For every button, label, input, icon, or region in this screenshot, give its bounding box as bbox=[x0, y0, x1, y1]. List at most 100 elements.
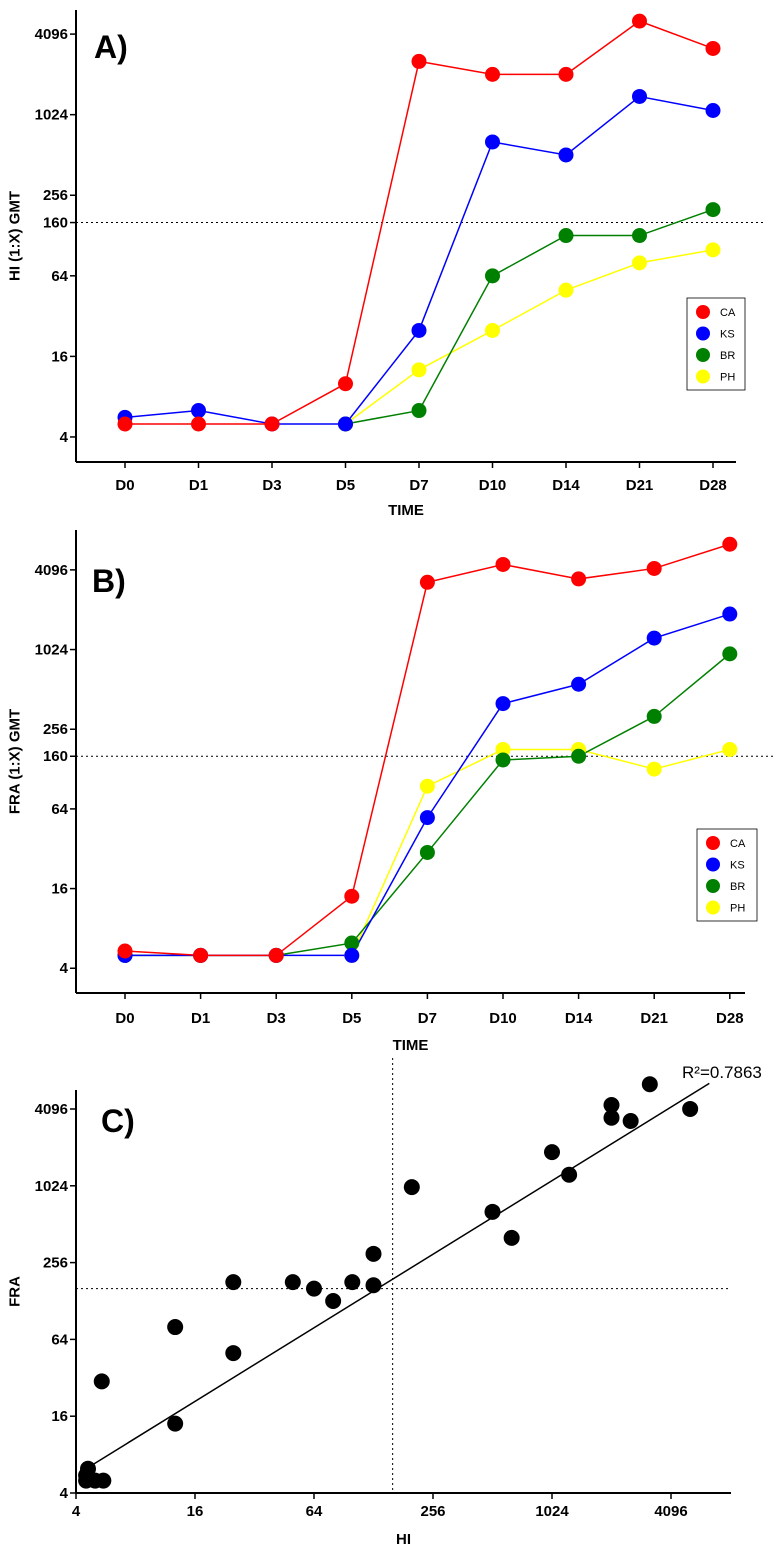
x-tick-label: D10 bbox=[489, 1010, 517, 1027]
y-tick-label: 1024 bbox=[35, 642, 69, 659]
data-point-ca bbox=[632, 13, 647, 29]
scatter-point bbox=[325, 1293, 342, 1309]
y-tick-label: 4 bbox=[60, 1485, 69, 1502]
x-tick-label: D7 bbox=[409, 477, 428, 494]
series-line-ph bbox=[351, 748, 730, 956]
legend-label: CA bbox=[730, 838, 746, 850]
y-axis-title: HI (1:X) GMT bbox=[7, 191, 24, 281]
x-tick-label: 4096 bbox=[654, 1503, 687, 1520]
series-line-ph bbox=[345, 249, 714, 425]
scatter-point bbox=[682, 1100, 699, 1117]
scatter-point bbox=[167, 1415, 184, 1432]
panel-b: 4 16 64 160 256 1024 4096 D0 D1 D3 D5 D7 D10 D14 D21 D2… bbox=[7, 530, 776, 1054]
scatter-point bbox=[284, 1274, 301, 1291]
data-point-ca bbox=[268, 947, 284, 963]
data-point-ca bbox=[264, 416, 280, 432]
data-point-ks bbox=[646, 630, 662, 646]
scatter-point bbox=[93, 1373, 110, 1390]
scatter-point bbox=[225, 1345, 242, 1362]
data-point-ca bbox=[117, 416, 133, 432]
data-point-ks bbox=[705, 103, 721, 119]
scatter-point bbox=[95, 1472, 112, 1489]
legend-label: BR bbox=[720, 350, 735, 362]
data-point-ks bbox=[558, 147, 574, 163]
data-point-br bbox=[632, 228, 647, 244]
data-point-br bbox=[705, 202, 721, 218]
data-point-ks bbox=[722, 606, 738, 622]
data-point-ks bbox=[191, 403, 206, 419]
data-point-ks bbox=[338, 416, 353, 432]
scatter-point bbox=[603, 1097, 620, 1114]
x-tick-label: D5 bbox=[342, 1010, 361, 1027]
x-axis-title: TIME bbox=[393, 1037, 429, 1054]
scatter-point bbox=[306, 1280, 322, 1297]
legend-label: BR bbox=[730, 881, 745, 893]
scatter-point bbox=[484, 1203, 501, 1220]
data-point-ks bbox=[485, 134, 500, 150]
data-point-ca bbox=[571, 571, 587, 587]
y-tick-label: 64 bbox=[51, 801, 68, 818]
scatter-point bbox=[365, 1277, 382, 1294]
data-point-ph bbox=[705, 242, 721, 258]
data-point-br bbox=[344, 935, 360, 951]
x-tick-label: D5 bbox=[336, 477, 355, 494]
data-point-ph bbox=[495, 741, 511, 757]
x-tick-label: D28 bbox=[699, 477, 727, 494]
y-tick-label: 4096 bbox=[35, 26, 68, 43]
x-tick-label: D10 bbox=[479, 477, 507, 494]
data-point-ca bbox=[646, 560, 662, 576]
data-point-ks bbox=[571, 676, 587, 692]
data-point-ks bbox=[411, 322, 427, 338]
y-tick-label: 160 bbox=[43, 748, 68, 765]
data-point-br bbox=[571, 748, 587, 764]
data-point-ca bbox=[485, 66, 500, 82]
data-point-ca bbox=[495, 556, 511, 572]
scatter-point bbox=[79, 1460, 96, 1477]
scatter-point bbox=[561, 1166, 578, 1183]
y-tick-label: 256 bbox=[43, 187, 68, 204]
data-point-ph bbox=[485, 322, 500, 338]
y-tick-label: 256 bbox=[43, 721, 68, 738]
panel-a: 4 16 64 160 256 1024 4096 D0 D1 D3 D5 D7 D10 D14 D21 D2… bbox=[7, 10, 766, 519]
legend-marker bbox=[696, 369, 710, 384]
x-tick-label: D3 bbox=[267, 1010, 286, 1027]
data-point-ca bbox=[344, 888, 360, 904]
y-tick-label: 4096 bbox=[35, 562, 68, 579]
data-point-ks bbox=[419, 810, 435, 826]
legend-label: KS bbox=[720, 329, 735, 341]
panel-label: A) bbox=[94, 29, 128, 65]
data-point-ks bbox=[632, 88, 647, 104]
y-tick-label: 4 bbox=[60, 429, 69, 446]
x-tick-label: 16 bbox=[187, 1503, 204, 1520]
legend-marker bbox=[696, 326, 710, 341]
data-point-ca bbox=[411, 53, 427, 69]
x-tick-label: D21 bbox=[640, 1010, 668, 1027]
legend-box bbox=[686, 297, 746, 391]
scatter-point bbox=[167, 1319, 184, 1336]
y-axis-title: FRA bbox=[7, 1276, 24, 1307]
data-point-ph bbox=[646, 761, 662, 777]
y-tick-label: 16 bbox=[51, 881, 68, 898]
data-point-ca bbox=[193, 947, 209, 963]
x-axis-title: TIME bbox=[388, 502, 424, 519]
data-point-br bbox=[419, 844, 435, 860]
legend-marker bbox=[706, 857, 720, 872]
x-axis-title: HI bbox=[396, 1531, 411, 1548]
y-tick-label: 160 bbox=[43, 215, 68, 232]
scatter-point bbox=[622, 1112, 639, 1129]
data-point-ca bbox=[191, 416, 206, 432]
scatter-point bbox=[503, 1229, 520, 1246]
y-tick-label: 64 bbox=[51, 1331, 68, 1348]
scatter-point bbox=[344, 1274, 361, 1291]
legend-label: PH bbox=[730, 903, 745, 915]
x-tick-label: D7 bbox=[418, 1010, 437, 1027]
x-tick-label: 256 bbox=[420, 1503, 445, 1520]
legend-box bbox=[696, 828, 758, 922]
data-point-br bbox=[411, 403, 427, 419]
legend-marker bbox=[706, 836, 720, 850]
y-tick-label: 4096 bbox=[35, 1101, 68, 1118]
panel-c: 4 16 64 256 1024 4096 4 16 64 256 1024 4096 HI FRA C) R… bbox=[7, 1058, 762, 1548]
y-tick-label: 1024 bbox=[35, 1178, 69, 1195]
legend-label: PH bbox=[720, 372, 735, 384]
